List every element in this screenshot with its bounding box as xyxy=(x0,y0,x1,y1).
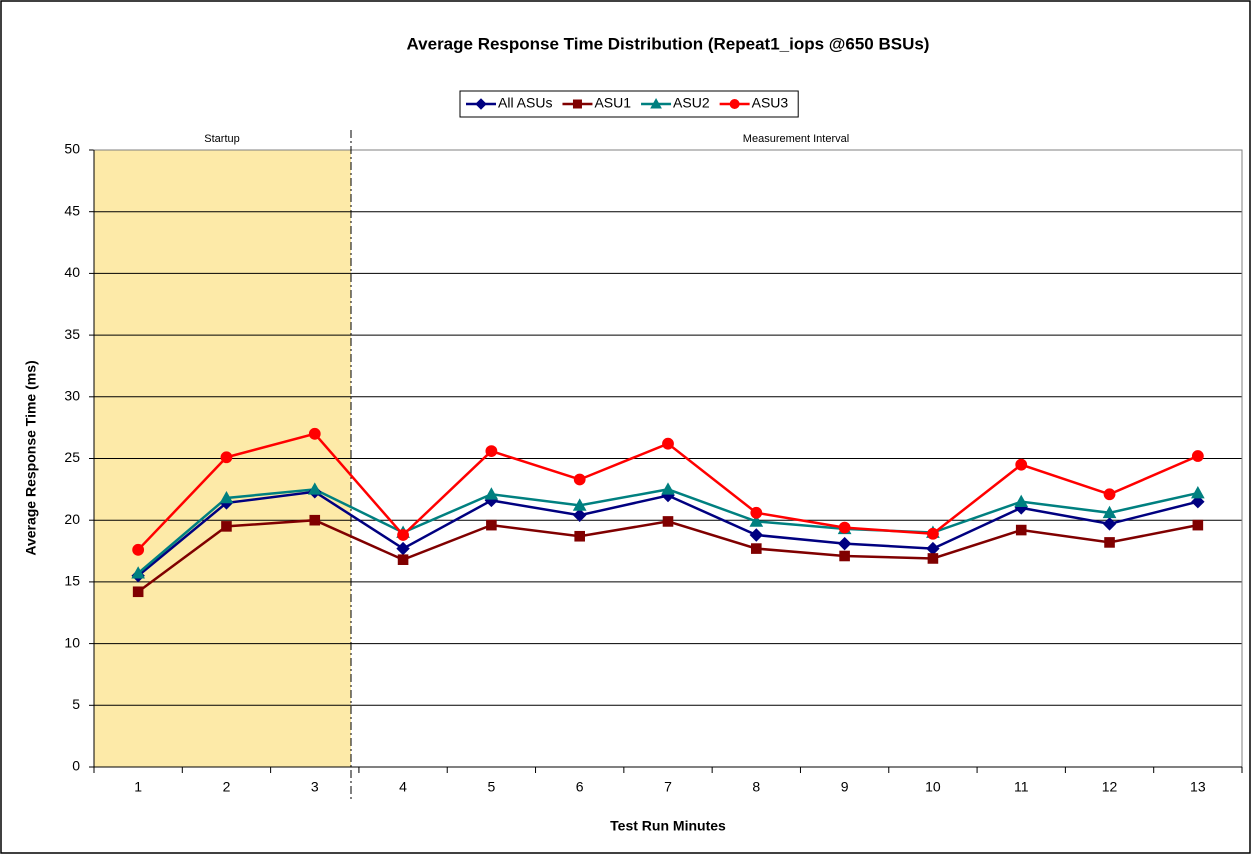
x-tick-label: 7 xyxy=(664,779,672,795)
marker xyxy=(484,487,499,500)
marker xyxy=(1102,505,1117,519)
chart-title: Average Response Time Distribution (Repe… xyxy=(407,34,930,53)
marker xyxy=(1191,494,1205,509)
marker xyxy=(650,97,662,109)
x-tick-label: 2 xyxy=(223,779,231,795)
y-tick-label: 0 xyxy=(72,758,80,774)
marker xyxy=(839,550,850,562)
y-tick-label: 50 xyxy=(64,141,80,157)
marker xyxy=(221,521,232,532)
marker xyxy=(1102,517,1117,531)
x-tick-label: 12 xyxy=(1102,779,1118,795)
marker xyxy=(662,437,674,450)
marker xyxy=(574,530,585,542)
y-tick-label: 25 xyxy=(64,449,80,465)
marker xyxy=(132,586,144,598)
marker xyxy=(1014,494,1029,507)
marker xyxy=(749,514,764,527)
marker xyxy=(927,553,939,564)
marker xyxy=(1192,519,1204,531)
marker xyxy=(1015,524,1027,536)
y-tick-label: 30 xyxy=(64,388,80,404)
x-tick-label: 1 xyxy=(134,779,142,795)
marker xyxy=(397,554,409,565)
marker xyxy=(1015,458,1028,471)
legend-label: ASU1 xyxy=(594,95,631,111)
marker xyxy=(1190,486,1205,499)
y-tick-label: 35 xyxy=(64,326,80,342)
y-tick-label: 45 xyxy=(64,202,80,218)
marker xyxy=(749,528,764,542)
y-tick-label: 20 xyxy=(64,511,80,527)
plot xyxy=(131,427,1205,598)
x-tick-label: 5 xyxy=(487,779,495,795)
y-tick-label: 40 xyxy=(64,264,80,280)
marker xyxy=(132,543,145,556)
y-tick-label: 15 xyxy=(64,573,80,589)
marker xyxy=(662,516,674,527)
marker xyxy=(486,519,497,531)
annotation: Startup xyxy=(204,133,239,145)
marker xyxy=(1103,488,1116,501)
marker xyxy=(131,566,146,579)
x-tick-label: 13 xyxy=(1190,779,1206,795)
marker xyxy=(661,482,675,495)
marker xyxy=(475,98,487,110)
marker xyxy=(307,482,322,495)
y-tick-label: 10 xyxy=(64,634,80,650)
marker xyxy=(751,543,762,554)
marker xyxy=(837,536,852,551)
x-tick-label: 3 xyxy=(311,779,319,795)
annotation: Measurement Interval xyxy=(743,133,849,145)
legend-label: ASU3 xyxy=(752,95,789,111)
x-tick-label: 10 xyxy=(925,779,941,795)
marker xyxy=(572,508,587,522)
marker xyxy=(309,514,321,526)
y-axis-label: Average Response Time (ms) xyxy=(23,360,39,555)
y-tick-label: 5 xyxy=(72,696,80,712)
x-tick-label: 6 xyxy=(576,779,584,795)
x-tick-label: 9 xyxy=(841,779,849,795)
marker xyxy=(1104,537,1115,548)
x-axis-label: Test Run Minutes xyxy=(610,818,726,834)
x-tick-label: 8 xyxy=(752,779,760,795)
legend-label: ASU2 xyxy=(673,95,710,111)
marker xyxy=(838,521,851,534)
marker xyxy=(397,529,409,541)
x-tick-label: 11 xyxy=(1014,779,1029,795)
marker xyxy=(1191,450,1204,462)
x-tick-label: 4 xyxy=(399,779,407,795)
marker xyxy=(729,99,740,109)
marker xyxy=(485,445,498,457)
marker xyxy=(750,506,763,519)
marker xyxy=(572,498,587,511)
marker xyxy=(572,99,582,109)
legend-label: All ASUs xyxy=(498,95,552,111)
marker xyxy=(573,473,586,486)
legend-items: All ASUs ASU1 ASU2 ASU3 xyxy=(466,95,788,111)
marker xyxy=(219,490,234,504)
marker xyxy=(308,427,321,440)
marker xyxy=(927,527,939,540)
marker xyxy=(220,451,233,464)
